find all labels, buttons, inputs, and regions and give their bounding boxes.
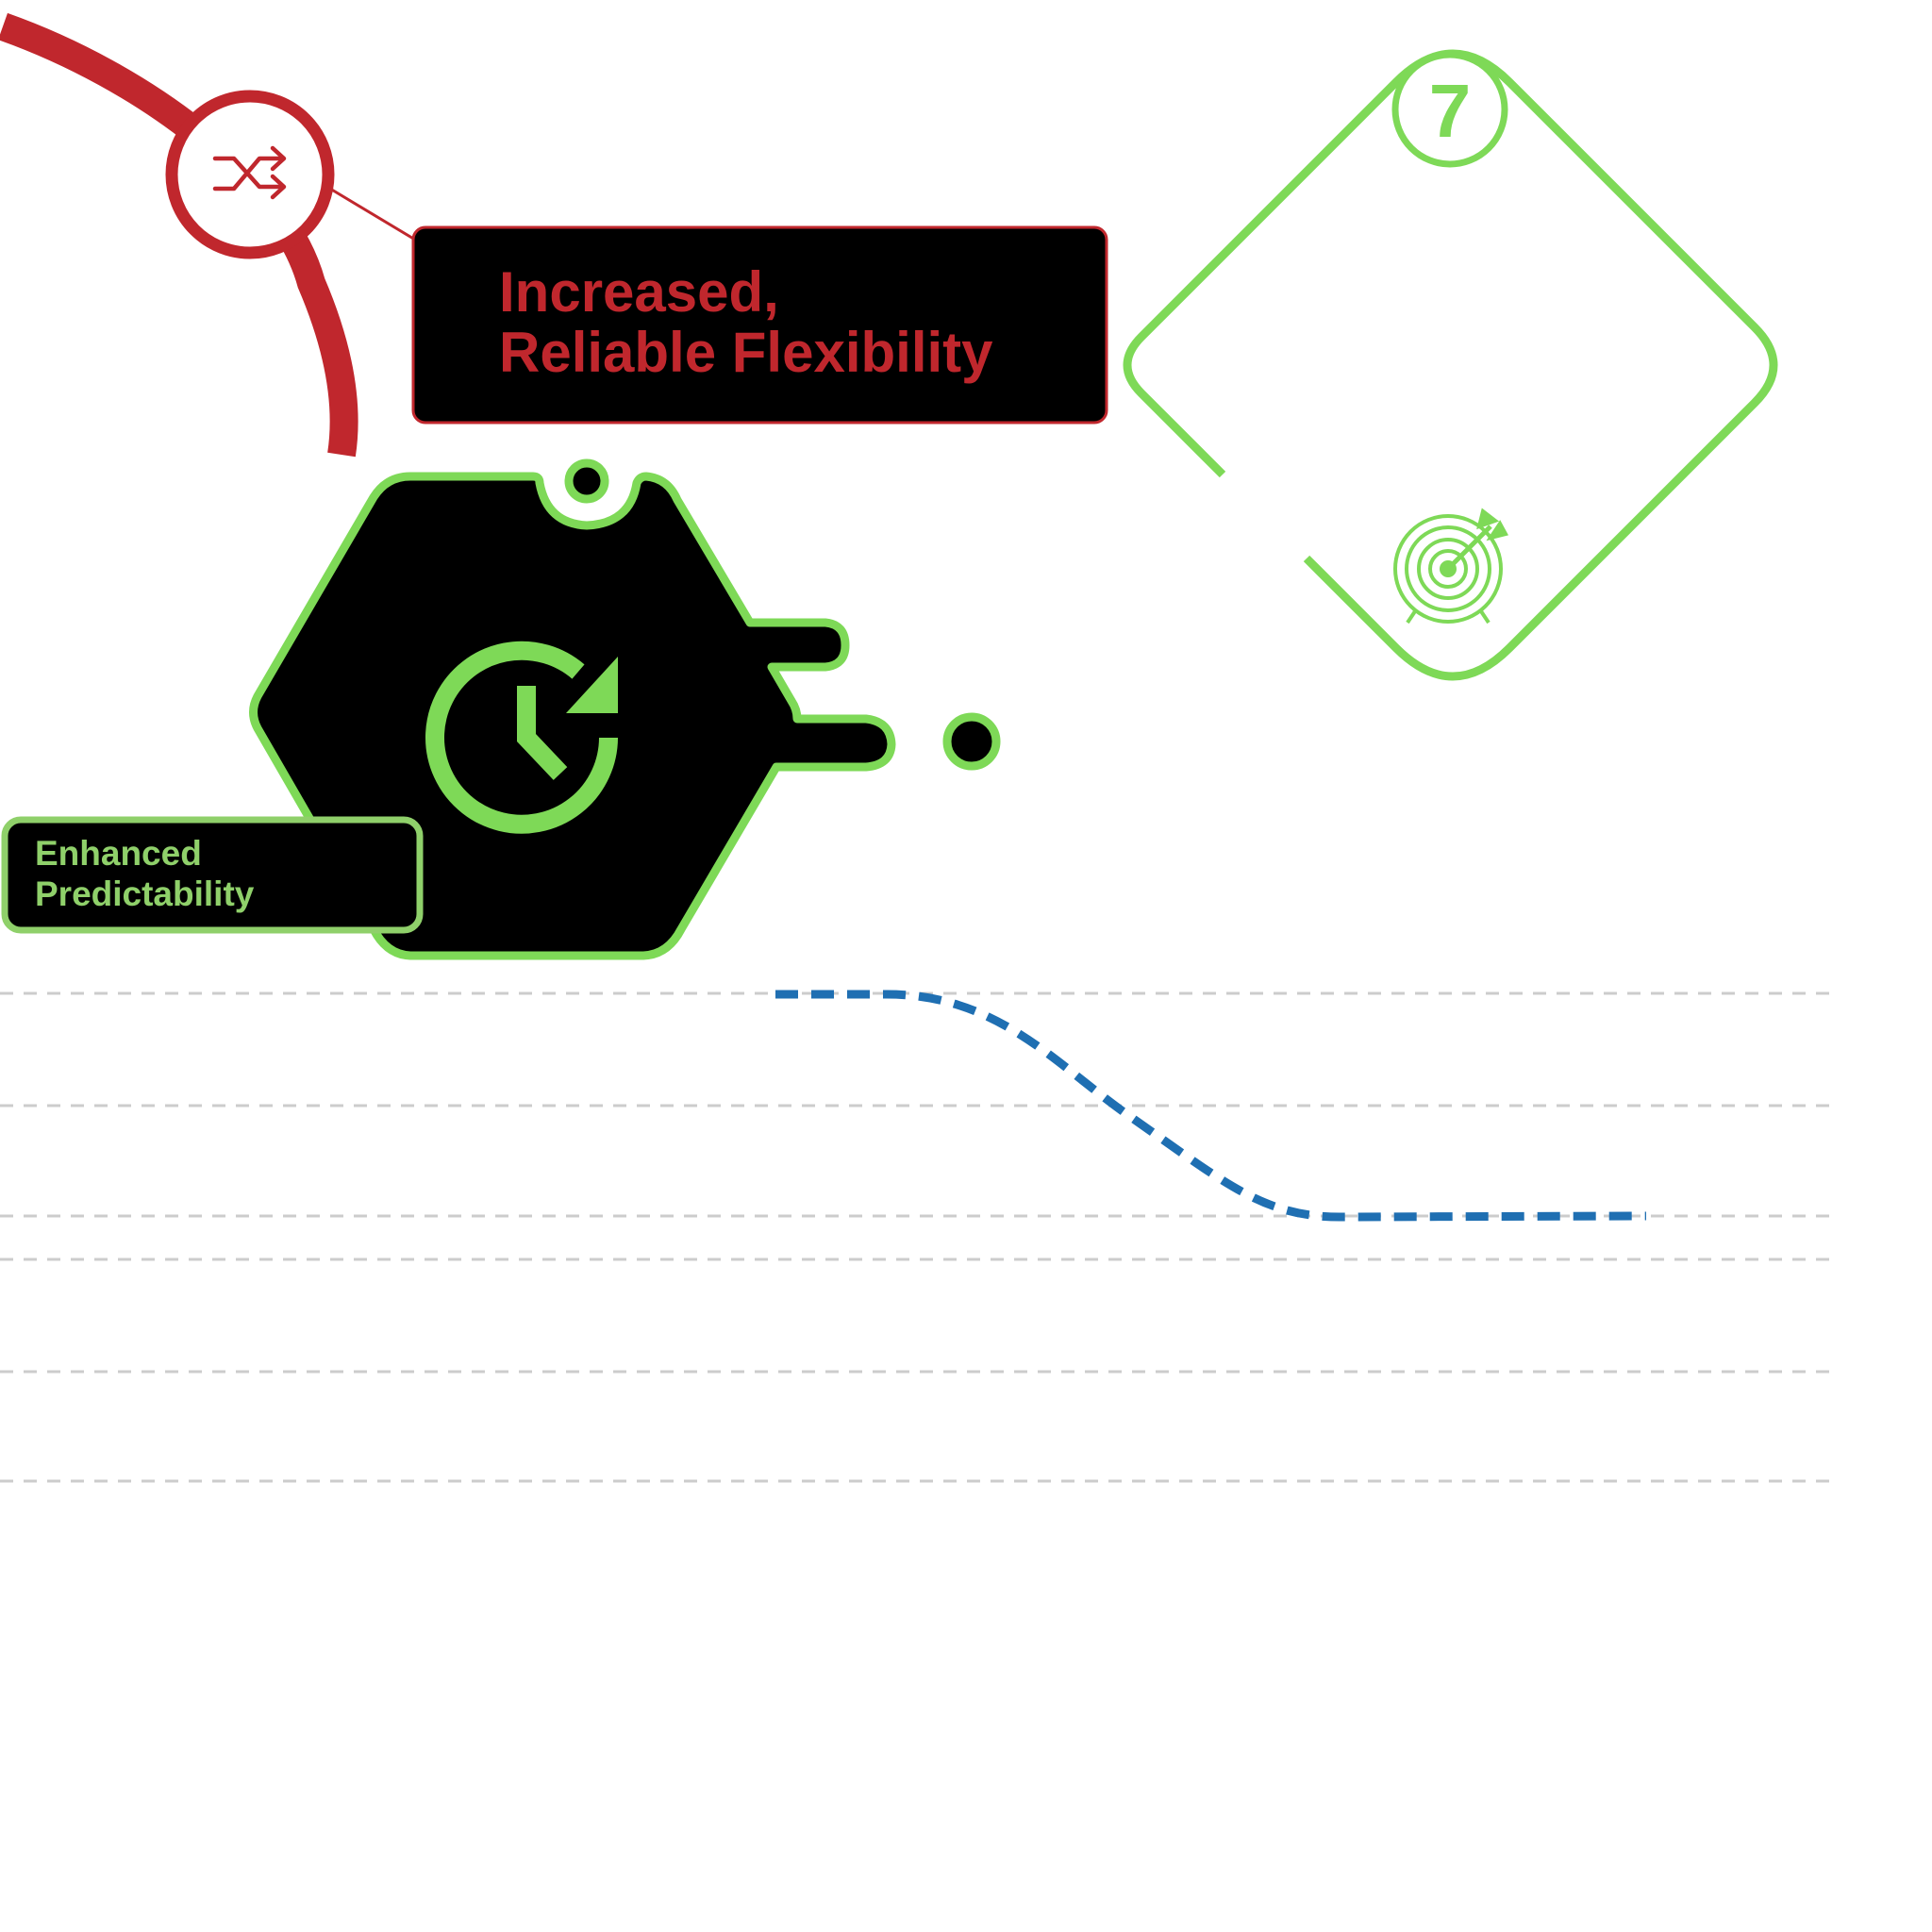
target-icon [1393,508,1508,625]
connector-dot-top [564,458,609,504]
connector-dot-right [942,712,1001,771]
predictability-title-line1: Enhanced [35,834,202,873]
step-number: 7 [1429,69,1472,153]
connector-curve [775,990,1647,1222]
red-connector-line [329,187,416,242]
gridlines [0,991,1830,1483]
step-diamond [1123,49,1778,681]
predictability-label: Enhanced Predictability [1,816,424,934]
clock-refresh-icon [425,641,618,834]
predictability-title-line2: Predictability [35,874,255,913]
flexibility-title-line1: Increased, [499,260,779,324]
shuffle-icon [212,145,287,200]
flexibility-label: Increased, Reliable Flexibility [411,225,1108,425]
clock-arrow-head [566,657,618,713]
flexibility-title-line2: Reliable Flexibility [499,321,993,384]
step-number-badge: 7 [1391,51,1508,168]
flexibility-node [165,90,335,259]
